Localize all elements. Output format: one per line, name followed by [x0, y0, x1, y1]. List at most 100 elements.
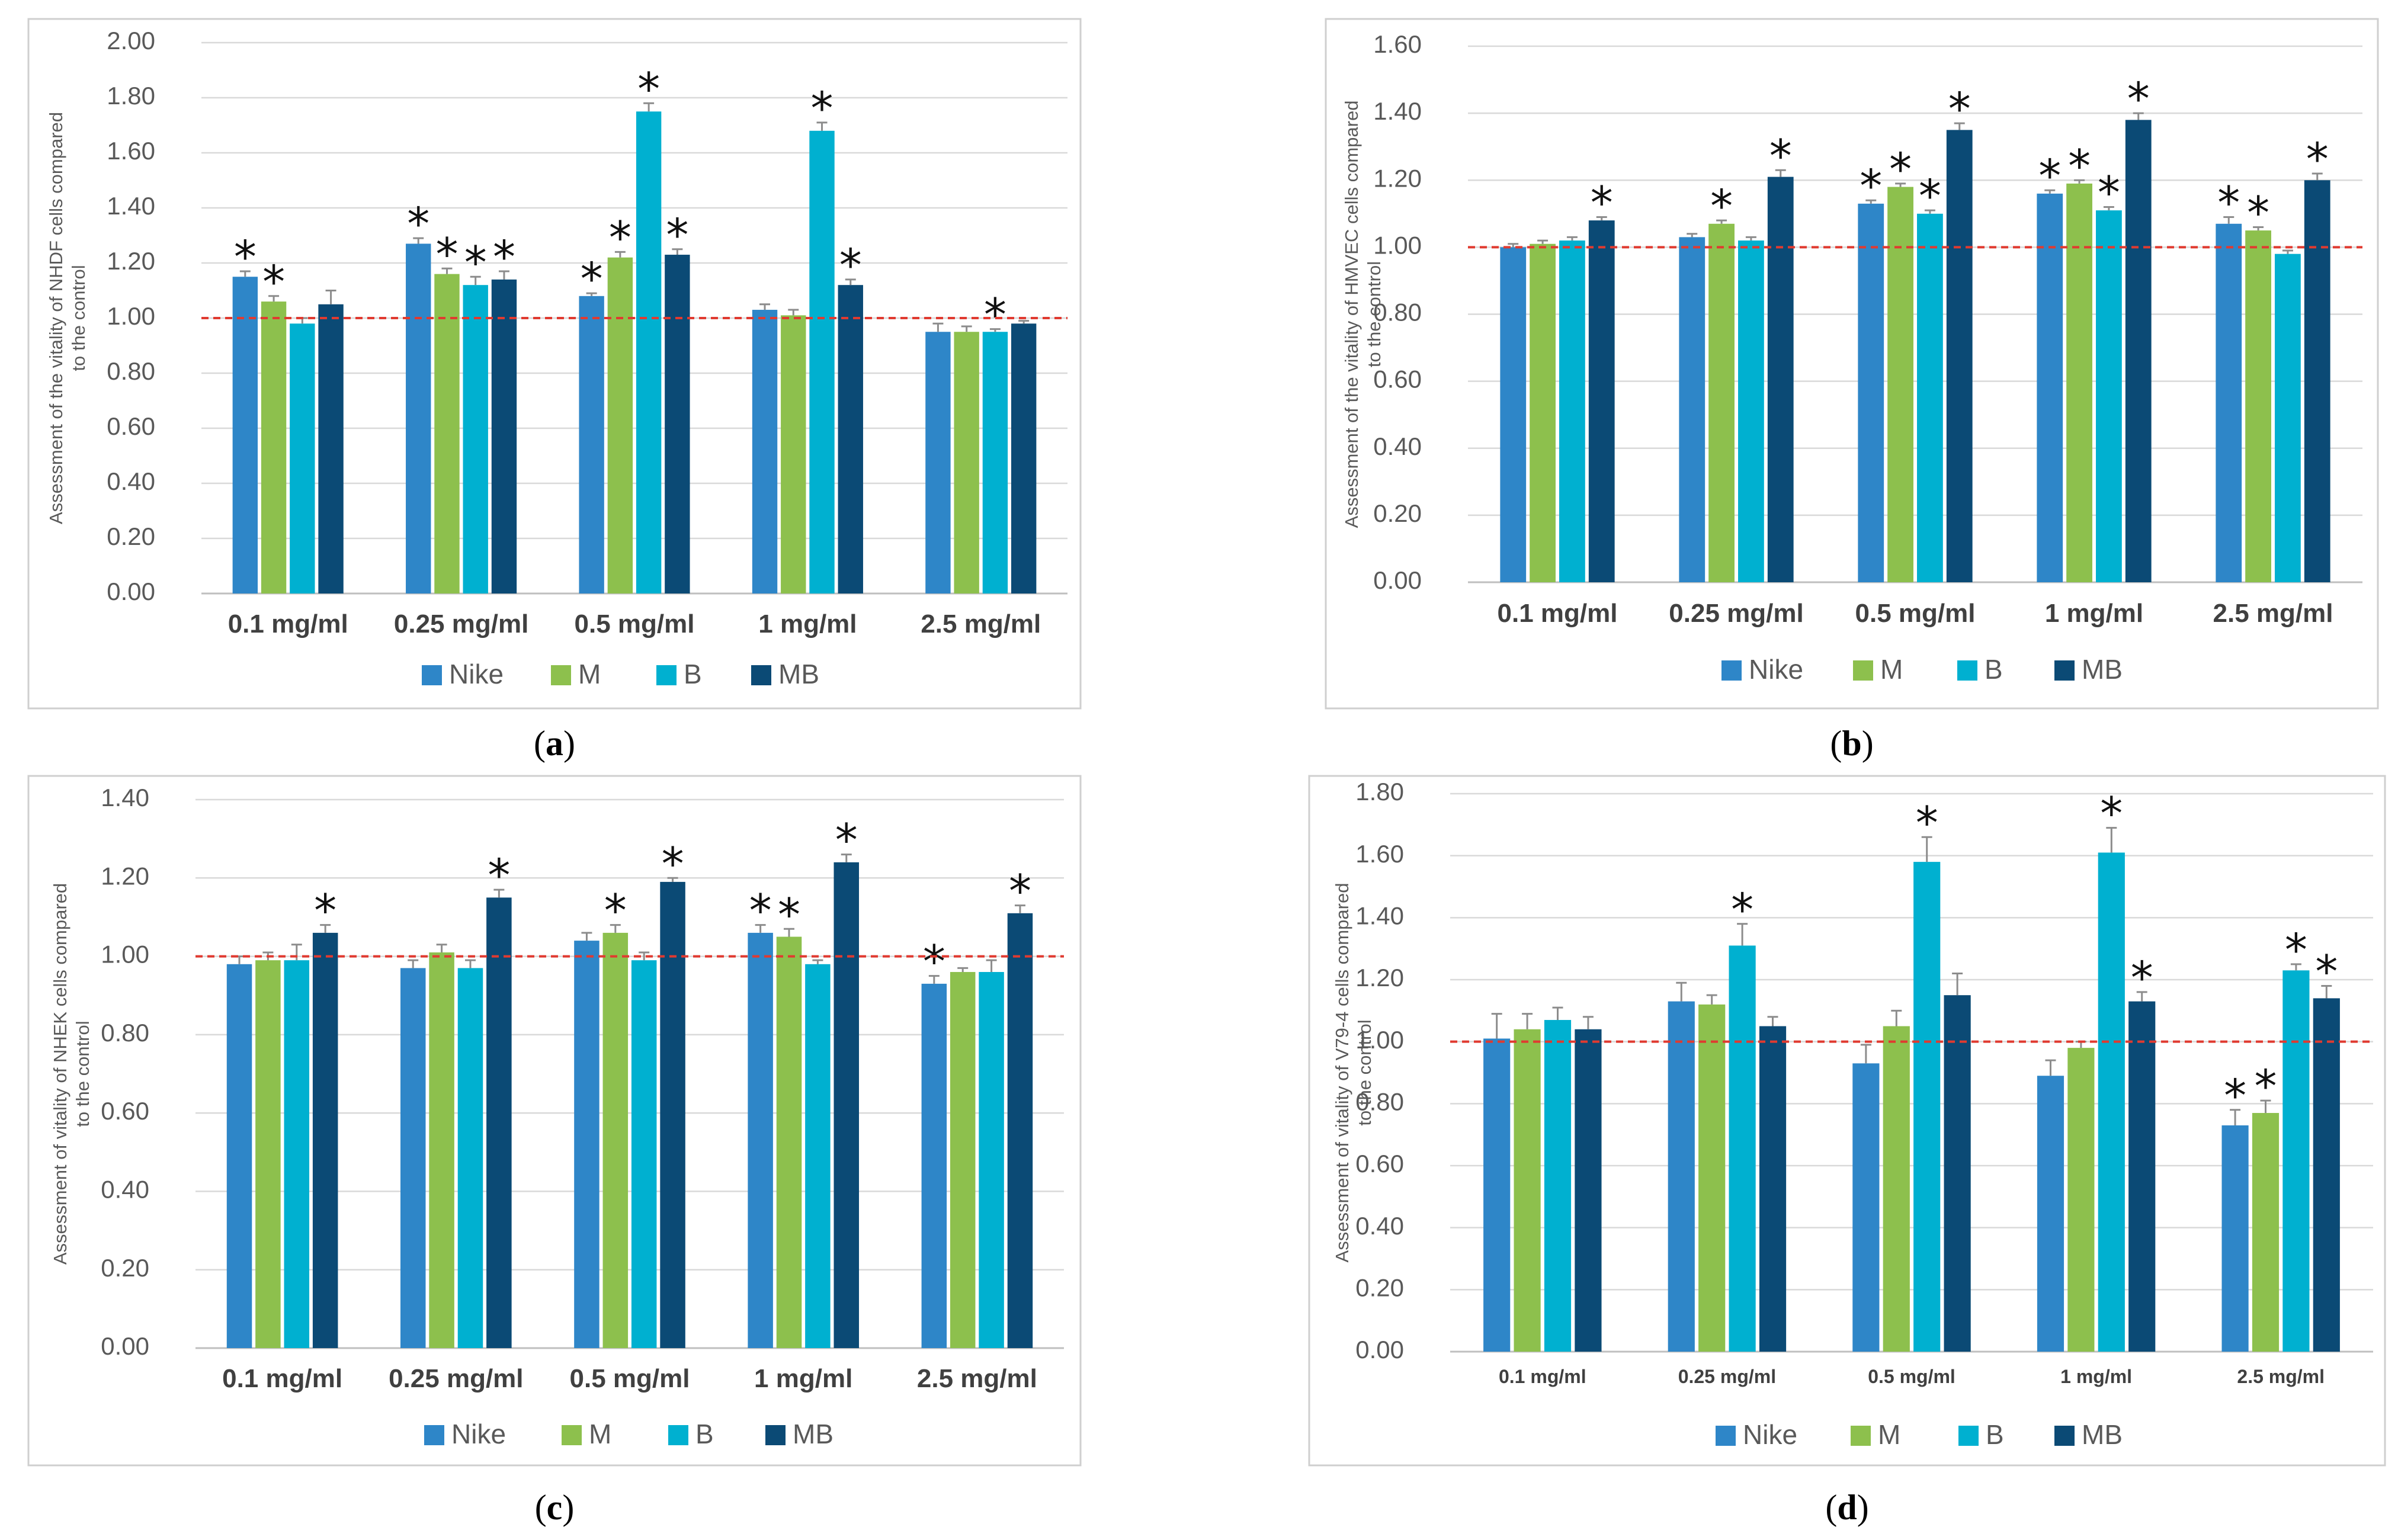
significance-star: *	[778, 888, 800, 941]
bar	[921, 983, 947, 1348]
significance-star: *	[923, 935, 945, 988]
bar	[312, 932, 338, 1348]
significance-star: *	[1591, 176, 1613, 229]
bar	[950, 972, 976, 1348]
y-tick-label: 1.60	[1373, 30, 1422, 58]
x-tick-label: 0.1 mg/ml	[1498, 599, 1618, 628]
significance-star: *	[493, 230, 515, 283]
significance-star: *	[1009, 865, 1031, 917]
bar	[607, 257, 633, 593]
y-tick-label: 1.20	[101, 862, 149, 890]
y-tick-label: 2.00	[107, 27, 155, 54]
legend-swatch	[656, 665, 677, 685]
y-tick-label: 1.80	[107, 82, 155, 110]
significance-star: *	[2131, 951, 2153, 1004]
x-tick-label: 0.5 mg/ml	[1868, 1366, 1955, 1387]
significance-star: *	[1769, 129, 1792, 182]
bar	[486, 897, 512, 1348]
legend-swatch	[2054, 1426, 2075, 1446]
x-tick-label: 0.5 mg/ml	[570, 1364, 690, 1393]
bar	[2304, 180, 2330, 582]
significance-star: *	[2315, 945, 2338, 997]
significance-star: *	[2068, 139, 2091, 192]
bar	[261, 301, 287, 593]
significance-star: *	[2098, 166, 2120, 219]
bar	[2275, 254, 2301, 582]
significance-star: *	[604, 884, 627, 937]
legend-label: B	[1986, 1419, 2004, 1450]
bar	[748, 932, 773, 1348]
significance-star: *	[1860, 159, 1882, 212]
significance-star: *	[835, 814, 858, 867]
legend-swatch	[562, 1425, 582, 1445]
y-tick-label: 0.20	[1355, 1273, 1404, 1301]
y-axis-label-line: Assessment of vitality of V79-4 cells co…	[1332, 883, 1352, 1263]
legend-label: MB	[2082, 1419, 2123, 1450]
bar	[1559, 240, 1585, 582]
x-tick-label: 0.5 mg/ml	[575, 609, 695, 639]
significance-star: *	[1919, 169, 1941, 222]
panel-a-frame	[27, 18, 1082, 710]
x-tick-label: 2.5 mg/ml	[2213, 599, 2333, 628]
significance-star: *	[2038, 149, 2061, 202]
y-tick-label: 1.00	[1373, 231, 1422, 259]
bar	[1858, 203, 1884, 582]
bar	[1483, 1038, 1511, 1352]
bar	[1852, 1063, 1880, 1352]
bar	[660, 881, 685, 1348]
bar	[2037, 1076, 2064, 1352]
legend-label: M	[1878, 1419, 1900, 1450]
bar	[631, 960, 657, 1348]
bar	[1887, 187, 1913, 582]
bar	[463, 285, 488, 593]
bar	[1007, 913, 1033, 1348]
significance-star: *	[749, 884, 772, 937]
bar	[1011, 323, 1037, 593]
y-axis-label-line: to the control	[1364, 261, 1384, 367]
bar	[457, 968, 483, 1348]
y-axis-label-line: to the control	[72, 1021, 93, 1127]
x-tick-label: 0.25 mg/ml	[389, 1364, 523, 1393]
y-tick-label: 0.40	[1355, 1212, 1404, 1240]
y-tick-label: 0.80	[1373, 299, 1422, 326]
chart-panel-d: 0.00 0.20 0.40 0.60 0.80 1.00 1.20 1.40 1.60 1.80…	[1332, 778, 2373, 1450]
legend-swatch	[1958, 1426, 1979, 1446]
bar	[925, 332, 951, 593]
bar	[1729, 945, 1756, 1352]
bar	[2252, 1113, 2280, 1352]
x-tick-label: 0.25 mg/ml	[394, 609, 528, 639]
significance-star: *	[435, 227, 458, 280]
y-axis-label-line: to the control	[68, 265, 89, 371]
y-tick-label: 0.20	[1373, 499, 1422, 527]
y-axis-label-line: Assessment of the vitality of NHDF cells…	[46, 112, 66, 524]
caption-d: (d)	[1825, 1488, 1868, 1527]
significance-star: *	[637, 62, 660, 115]
bar	[406, 243, 431, 593]
chart-panel-a: 0.00 0.20 0.40 0.60 0.80 1.00 1.20 1.40 1.60 1.80…	[46, 27, 1067, 689]
y-tick-label: 1.00	[101, 941, 149, 968]
significance-star: *	[581, 252, 603, 305]
significance-star: *	[488, 849, 510, 901]
x-tick-label: 2.5 mg/ml	[921, 609, 1041, 639]
legend-swatch	[551, 665, 571, 685]
legend-swatch	[1716, 1426, 1736, 1446]
y-tick-label: 0.00	[1355, 1336, 1404, 1363]
y-tick-label: 0.40	[101, 1176, 149, 1204]
legend-label: Nike	[1743, 1419, 1797, 1450]
bar	[1767, 177, 1794, 582]
y-tick-label: 1.40	[107, 192, 155, 220]
bar	[2125, 120, 2152, 582]
bar	[781, 315, 806, 593]
bar	[1588, 220, 1615, 582]
y-tick-label: 1.40	[101, 784, 149, 811]
legend-swatch	[1853, 660, 1873, 681]
significance-star: *	[839, 239, 862, 291]
y-axis-label: Assessment of vitality of V79-4 cells co…	[1332, 883, 1375, 1263]
bar	[1708, 223, 1735, 582]
y-tick-label: 0.20	[107, 522, 155, 550]
bar	[1917, 213, 1943, 582]
y-tick-label: 0.60	[1355, 1150, 1404, 1178]
significance-star: *	[1731, 883, 1753, 936]
legend-label: MB	[2082, 654, 2123, 685]
